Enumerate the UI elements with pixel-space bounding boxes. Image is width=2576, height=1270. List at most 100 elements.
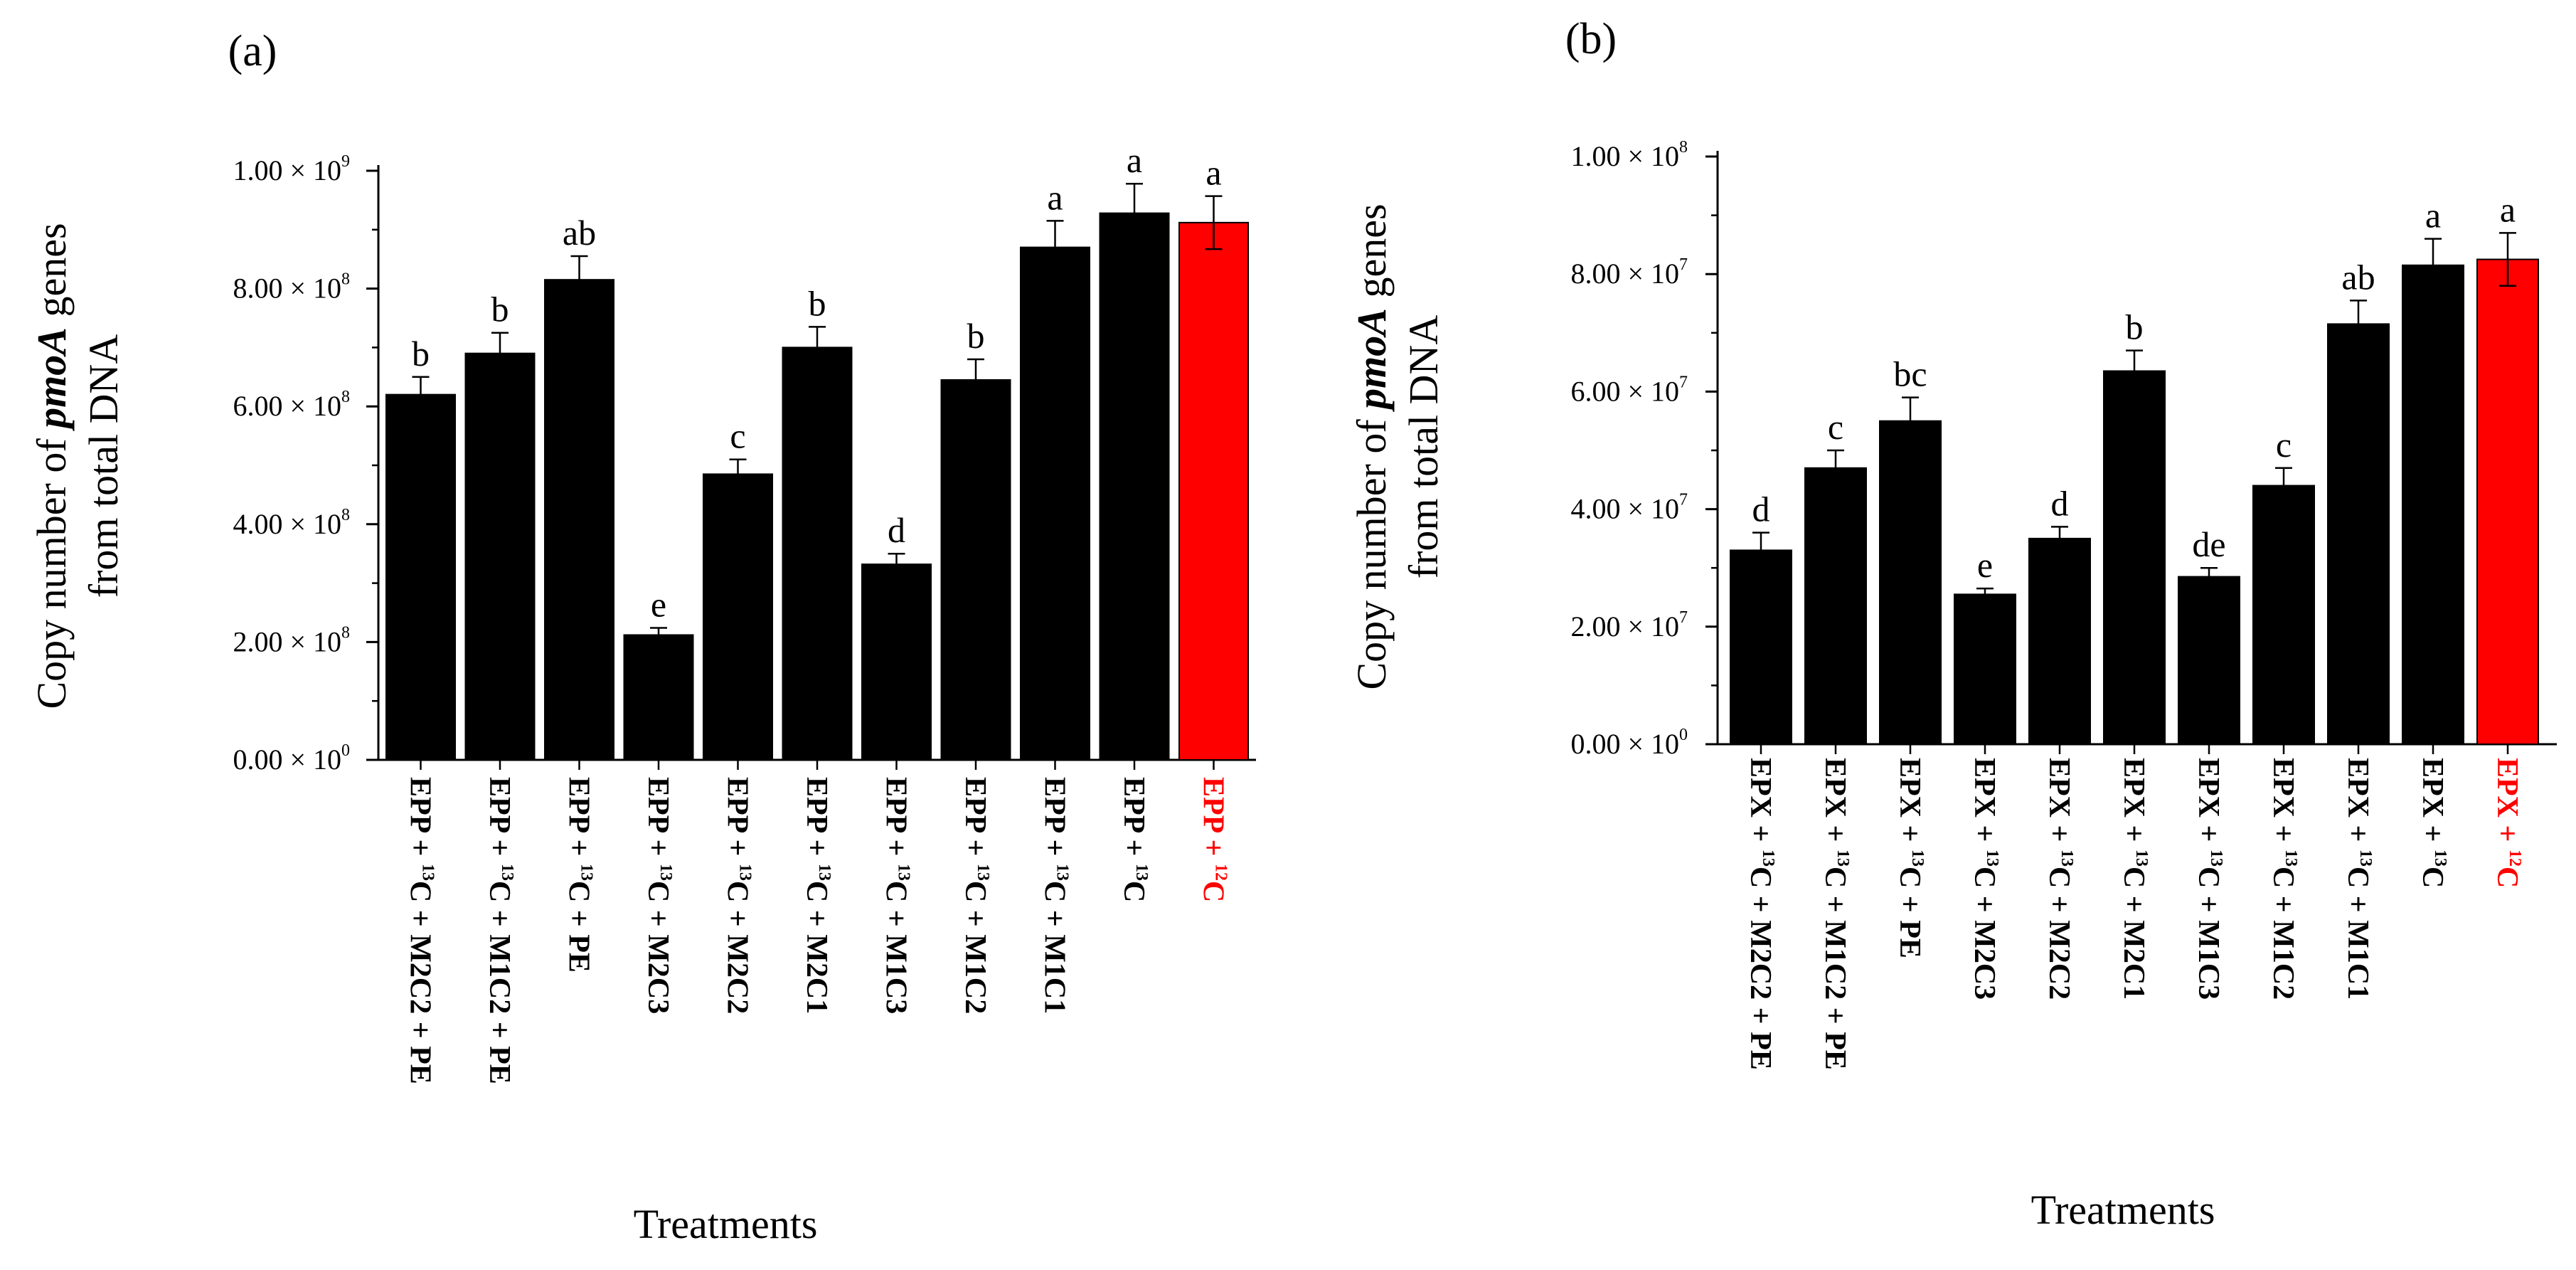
y-tick-label: 8.00 × 107 <box>1570 255 1688 290</box>
category-label-part: EPX + <box>2117 758 2150 850</box>
category-label-isotope: 13 <box>1833 850 1852 867</box>
y-tick-label: 8.00 × 108 <box>233 270 350 305</box>
y-tick-exponent: 7 <box>1679 255 1688 274</box>
significance-letter: b <box>2126 307 2144 347</box>
category-label-part: EPX + <box>1893 758 1926 850</box>
category-label-isotope: 13 <box>1908 850 1927 867</box>
category-label-isotope: 13 <box>2058 850 2076 867</box>
y-tick-label: 0.00 × 100 <box>233 741 350 776</box>
category-label: EPP + 13C + M1C3 <box>880 777 913 1014</box>
significance-letter: c <box>1828 407 1843 447</box>
significance-letter: d <box>888 510 905 550</box>
bar <box>782 346 853 761</box>
y-tick-mantissa: 6.00 × 10 <box>1570 375 1679 407</box>
y-tick-mantissa: 4.00 × 10 <box>1570 493 1679 525</box>
bar <box>940 379 1011 761</box>
y-tick-mantissa: 1.00 × 10 <box>233 154 341 186</box>
bar <box>2476 258 2539 745</box>
y-tick-exponent: 8 <box>341 506 350 524</box>
category-label-isotope: 13 <box>578 864 596 881</box>
y-tick-label: 2.00 × 108 <box>233 623 350 657</box>
category-label-isotope: 12 <box>1212 864 1230 881</box>
category-label-part: C + M1C2 <box>959 881 991 1014</box>
y-tick-mantissa: 6.00 × 10 <box>233 390 341 422</box>
category-label: EPX + 13C + M2C2 <box>2043 758 2076 1000</box>
significance-letter: ab <box>2341 257 2375 297</box>
category-label-part: EPP + <box>483 777 516 864</box>
x-axis-label: Treatments <box>634 1201 818 1247</box>
category-label-isotope: 13 <box>974 864 992 881</box>
significance-letter: a <box>2500 189 2516 229</box>
y-tick-label: 6.00 × 108 <box>233 388 350 422</box>
category-label: EPX + 13C + M1C2 + PE <box>1819 758 1852 1070</box>
y-tick-exponent: 7 <box>1679 373 1688 391</box>
y-axis-label-line1: Copy number of pmoA genes <box>28 223 75 709</box>
category-label-part: EPX + <box>1744 758 1777 850</box>
significance-letter: a <box>1205 153 1221 193</box>
significance-letter: c <box>2276 425 2292 465</box>
significance-letter: b <box>967 316 985 356</box>
y-axis-label-gene: pmoA <box>28 327 75 432</box>
bar <box>1099 212 1170 761</box>
category-label-isotope: 13 <box>2207 850 2225 867</box>
significance-letter: a <box>2425 196 2441 236</box>
y-tick-exponent: 7 <box>1679 491 1688 509</box>
category-label-isotope: 12 <box>2506 850 2524 867</box>
category-label-part: EPP + <box>721 777 754 864</box>
category-label-part: C <box>2491 867 2523 888</box>
category-label-part: EPP + <box>1038 777 1071 864</box>
category-label: EPX + 13C + M2C3 <box>1968 758 2001 1000</box>
category-label: EPX + 13C + M1C2 <box>2267 758 2300 1000</box>
bar <box>1954 593 2016 745</box>
category-label: EPP + 13C + M2C1 <box>800 777 834 1014</box>
significance-letter: de <box>2192 524 2225 564</box>
y-tick-exponent: 0 <box>1679 726 1688 744</box>
y-axis-label-line2: from total DNA <box>1400 315 1447 579</box>
y-tick-mantissa: 0.00 × 10 <box>233 744 341 776</box>
category-label: EPX + 13C + M2C1 <box>2117 758 2151 1000</box>
bar <box>2402 264 2464 745</box>
category-label-part: EPX + <box>2341 758 2374 850</box>
category-label-part: EPX + <box>2192 758 2225 850</box>
category-label-isotope: 13 <box>2282 850 2300 867</box>
category-label-isotope: 13 <box>2132 850 2151 867</box>
category-label: EPP + 13C + M2C3 <box>642 777 675 1014</box>
category-label-isotope: 13 <box>656 864 675 881</box>
y-tick-label: 6.00 × 107 <box>1570 373 1688 407</box>
significance-letter: a <box>1127 140 1142 180</box>
y-tick-exponent: 0 <box>341 741 350 760</box>
bar <box>703 473 773 761</box>
y-axis-label-part: Copy number of <box>28 428 75 709</box>
y-tick-exponent: 7 <box>1679 608 1688 627</box>
y-tick-label: 2.00 × 107 <box>1570 608 1688 642</box>
category-label: EPX + 12C <box>2491 758 2524 888</box>
bar <box>1178 221 1249 761</box>
category-label: EPP + 13C + M1C2 <box>959 777 992 1014</box>
category-label-part: EPX + <box>1819 758 1851 850</box>
category-label-part: C + M2C2 <box>2043 867 2075 1000</box>
category-label-part: EPP + <box>404 777 437 864</box>
category-label-part: C + M2C2 + PE <box>404 881 437 1084</box>
bar <box>1804 467 1867 746</box>
category-label-part: C <box>2416 867 2449 888</box>
significance-letter: d <box>2051 483 2069 523</box>
bar <box>2028 537 2091 746</box>
y-axis-label-part: Copy number of <box>1348 409 1395 690</box>
bar <box>544 279 614 761</box>
category-label: EPP + 13C + M1C1 <box>1038 777 1072 1014</box>
category-label-isotope: 13 <box>1132 864 1151 881</box>
category-label-part: C <box>1117 881 1150 902</box>
y-tick-mantissa: 4.00 × 10 <box>233 508 341 540</box>
y-tick-mantissa: 2.00 × 10 <box>1570 610 1679 642</box>
category-label: EPX + 13C + M1C1 <box>2341 758 2375 1000</box>
category-label-part: C + M2C2 <box>721 881 754 1014</box>
y-tick-exponent: 9 <box>341 152 350 171</box>
significance-letter: e <box>651 585 666 625</box>
y-tick-mantissa: 8.00 × 10 <box>233 272 341 305</box>
category-label: EPP + 13C + M2C2 <box>721 777 755 1014</box>
y-tick-mantissa: 2.00 × 10 <box>233 625 341 657</box>
category-label-part: C + M1C3 <box>2192 867 2225 1000</box>
